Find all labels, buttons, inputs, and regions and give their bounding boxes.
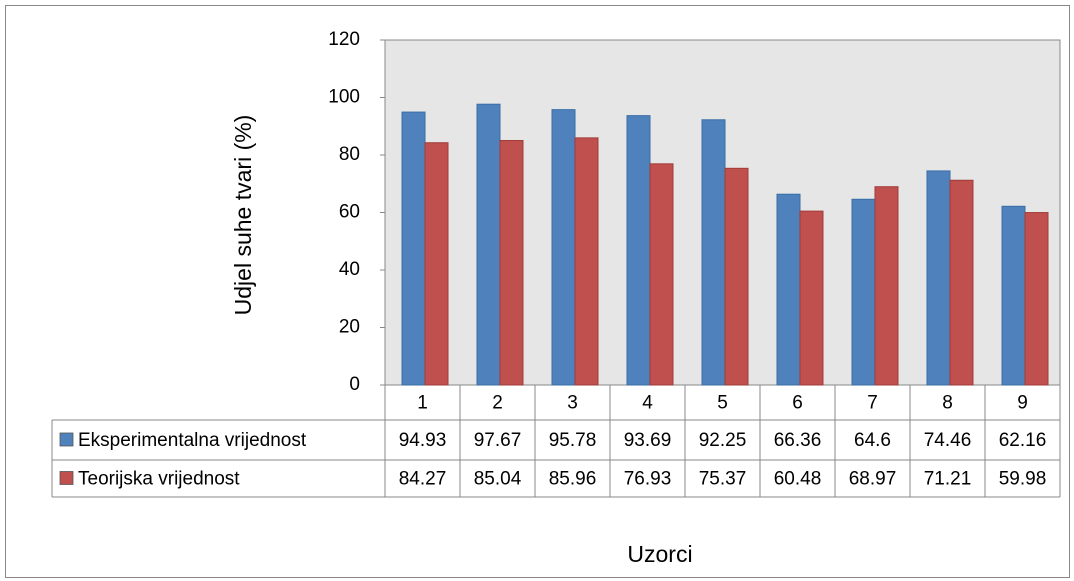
x-tick-label: 2 — [492, 393, 503, 414]
bar — [874, 186, 899, 386]
bar — [949, 179, 974, 386]
table-value: 94.93 — [399, 430, 447, 451]
table-value: 71.21 — [924, 469, 972, 490]
bar — [551, 109, 576, 386]
y-tick-label: 20 — [339, 317, 360, 338]
y-axis-title: Udjel suhe tvari (%) — [230, 115, 256, 316]
bar — [476, 103, 501, 386]
table-value: 74.46 — [924, 430, 972, 451]
bar — [1001, 205, 1026, 386]
table-value: 76.93 — [624, 469, 672, 490]
table-value: 75.37 — [699, 469, 747, 490]
table-value: 59.98 — [999, 469, 1047, 490]
table-value: 84.27 — [399, 469, 447, 490]
legend-key — [59, 471, 74, 485]
y-tick-label: 60 — [339, 202, 360, 223]
bar — [851, 198, 876, 386]
x-axis-title: Uzorci — [627, 541, 692, 567]
x-tick-label: 5 — [717, 393, 728, 414]
y-tick-label: 100 — [328, 87, 360, 108]
table-value: 68.97 — [849, 469, 897, 490]
table-value: 60.48 — [774, 469, 822, 490]
x-tick-label: 4 — [642, 393, 653, 414]
y-tick-label: 40 — [339, 259, 360, 280]
table-value: 64.6 — [854, 430, 891, 451]
bar — [776, 193, 801, 386]
table-value: 97.67 — [474, 430, 522, 451]
legend-label: Teorijska vrijednost — [78, 469, 240, 490]
bar — [626, 115, 651, 386]
table-value: 85.96 — [549, 469, 597, 490]
y-tick-label: 80 — [339, 144, 360, 165]
bar — [649, 163, 674, 386]
bar — [424, 142, 449, 386]
bar — [701, 119, 726, 386]
legend-key — [59, 432, 74, 447]
legend-label: Eksperimentalna vrijednost — [78, 430, 307, 451]
table-value: 66.36 — [774, 430, 822, 451]
bar — [401, 111, 426, 386]
x-tick-label: 9 — [1017, 393, 1028, 414]
bar — [926, 170, 951, 386]
bar — [499, 140, 524, 386]
bar — [1024, 212, 1049, 386]
y-tick-label: 0 — [349, 374, 360, 395]
x-tick-label: 7 — [867, 393, 878, 414]
x-tick-label: 1 — [417, 393, 428, 414]
x-tick-label: 8 — [942, 393, 953, 414]
table-value: 93.69 — [624, 430, 672, 451]
x-tick-label: 3 — [567, 393, 578, 414]
x-tick-label: 6 — [792, 393, 803, 414]
bar — [574, 137, 599, 386]
y-tick-label: 120 — [328, 29, 360, 50]
bar — [724, 167, 749, 386]
bar — [799, 210, 824, 386]
table-value: 95.78 — [549, 430, 597, 451]
table-value: 85.04 — [474, 469, 522, 490]
table-value: 92.25 — [699, 430, 747, 451]
table-value: 62.16 — [999, 430, 1047, 451]
